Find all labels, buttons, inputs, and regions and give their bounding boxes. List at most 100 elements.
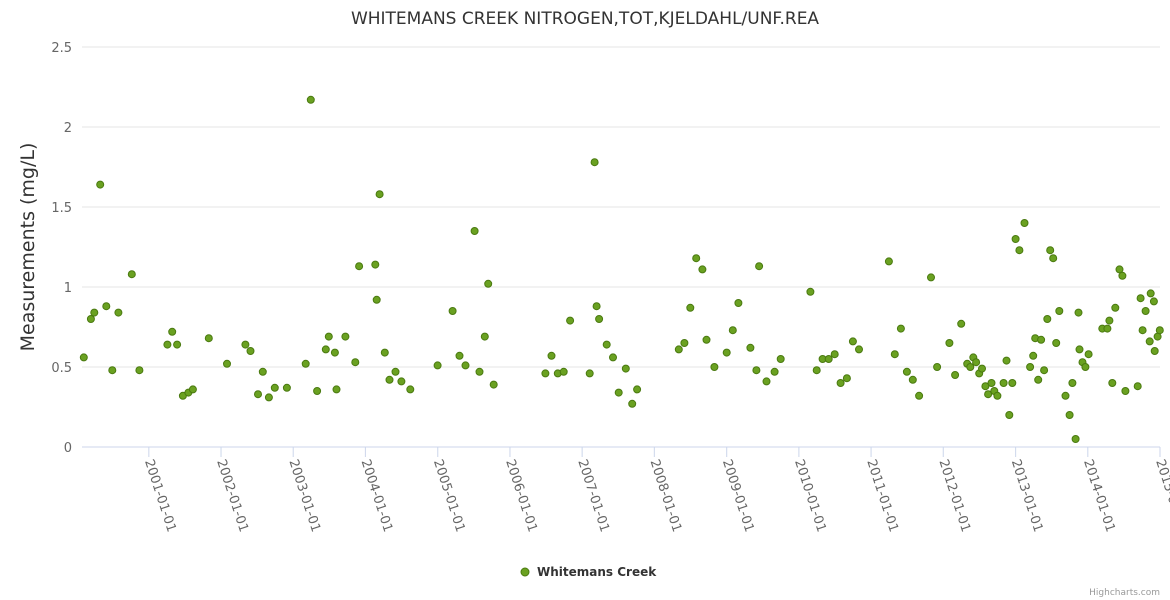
data-point[interactable]	[902, 367, 911, 376]
data-point[interactable]	[951, 371, 960, 379]
data-point[interactable]	[848, 337, 857, 346]
data-point[interactable]	[945, 339, 954, 347]
data-point[interactable]	[674, 345, 683, 354]
data-point[interactable]	[628, 399, 637, 408]
data-point[interactable]	[692, 254, 701, 263]
data-point[interactable]	[1026, 363, 1035, 371]
data-point[interactable]	[1055, 307, 1064, 315]
data-point[interactable]	[351, 358, 360, 367]
data-point[interactable]	[397, 377, 406, 386]
data-point[interactable]	[163, 340, 172, 349]
data-point[interactable]	[391, 367, 400, 376]
data-point[interactable]	[475, 367, 484, 376]
data-point[interactable]	[455, 351, 464, 360]
data-point[interactable]	[1115, 265, 1124, 274]
data-point[interactable]	[1150, 347, 1159, 355]
data-point[interactable]	[1105, 316, 1114, 325]
data-point[interactable]	[1020, 219, 1029, 227]
data-point[interactable]	[1068, 379, 1077, 387]
data-point[interactable]	[480, 332, 489, 341]
data-point[interactable]	[722, 348, 731, 357]
data-point[interactable]	[301, 359, 310, 368]
data-point[interactable]	[1002, 356, 1011, 365]
data-point[interactable]	[595, 315, 604, 323]
data-point[interactable]	[1049, 254, 1058, 263]
data-point[interactable]	[908, 375, 917, 384]
data-point[interactable]	[380, 348, 389, 357]
data-point[interactable]	[1146, 289, 1155, 298]
data-point[interactable]	[96, 180, 105, 189]
data-point[interactable]	[728, 326, 737, 335]
data-point[interactable]	[824, 355, 833, 363]
data-point[interactable]	[372, 295, 381, 304]
data-point[interactable]	[223, 359, 231, 368]
data-point[interactable]	[984, 390, 993, 399]
data-point[interactable]	[1108, 379, 1117, 387]
data-point[interactable]	[776, 355, 785, 363]
data-point[interactable]	[1136, 294, 1145, 303]
data-point[interactable]	[1037, 335, 1046, 344]
data-point[interactable]	[102, 302, 111, 311]
data-point[interactable]	[108, 366, 117, 375]
data-point[interactable]	[927, 273, 935, 282]
data-point[interactable]	[258, 367, 267, 376]
data-point[interactable]	[993, 391, 1002, 400]
data-point[interactable]	[1121, 387, 1130, 395]
data-point[interactable]	[999, 379, 1008, 387]
data-point[interactable]	[406, 385, 415, 394]
data-point[interactable]	[896, 324, 905, 333]
data-point[interactable]	[830, 350, 839, 359]
data-point[interactable]	[332, 385, 341, 394]
data-point[interactable]	[621, 364, 630, 373]
data-point[interactable]	[489, 380, 498, 389]
data-point[interactable]	[461, 361, 470, 370]
data-point[interactable]	[341, 332, 350, 341]
data-point[interactable]	[806, 287, 815, 296]
data-point[interactable]	[1040, 366, 1049, 375]
data-point[interactable]	[1141, 307, 1150, 315]
data-point[interactable]	[264, 393, 273, 402]
data-point[interactable]	[1005, 411, 1014, 419]
data-point[interactable]	[1075, 345, 1084, 354]
data-point[interactable]	[448, 307, 457, 315]
data-point[interactable]	[254, 390, 262, 399]
data-point[interactable]	[188, 385, 197, 394]
data-point[interactable]	[978, 364, 986, 373]
data-point[interactable]	[114, 308, 123, 317]
data-point[interactable]	[1111, 303, 1120, 312]
data-point[interactable]	[710, 363, 719, 371]
data-point[interactable]	[1008, 379, 1017, 387]
data-point[interactable]	[270, 383, 279, 392]
data-point[interactable]	[890, 350, 899, 359]
legend[interactable]: Whitemans Creek	[520, 565, 657, 579]
data-point[interactable]	[752, 366, 761, 375]
data-point[interactable]	[135, 366, 144, 375]
data-point[interactable]	[173, 340, 182, 349]
data-point[interactable]	[79, 353, 88, 362]
data-point[interactable]	[981, 382, 990, 391]
data-point[interactable]	[1065, 411, 1074, 419]
data-point[interactable]	[884, 257, 893, 266]
data-point[interactable]	[484, 279, 493, 288]
credits[interactable]: Highcharts.com	[1089, 588, 1160, 598]
data-point[interactable]	[1046, 246, 1055, 255]
data-point[interactable]	[590, 158, 599, 167]
data-point[interactable]	[957, 319, 966, 328]
data-point[interactable]	[385, 375, 394, 384]
data-point[interactable]	[321, 345, 330, 354]
data-point[interactable]	[246, 347, 255, 355]
data-point[interactable]	[755, 262, 764, 271]
data-point[interactable]	[330, 348, 339, 357]
data-point[interactable]	[1029, 351, 1038, 360]
data-point[interactable]	[313, 387, 322, 395]
data-point[interactable]	[86, 315, 95, 323]
data-point[interactable]	[1011, 235, 1020, 243]
data-point[interactable]	[324, 332, 333, 341]
data-point[interactable]	[1043, 315, 1052, 323]
data-point[interactable]	[1061, 391, 1070, 400]
data-point[interactable]	[1118, 271, 1127, 280]
data-point[interactable]	[282, 383, 291, 392]
legend-label[interactable]: Whitemans Creek	[537, 565, 657, 579]
data-point[interactable]	[1145, 337, 1154, 346]
data-point[interactable]	[1052, 339, 1061, 347]
